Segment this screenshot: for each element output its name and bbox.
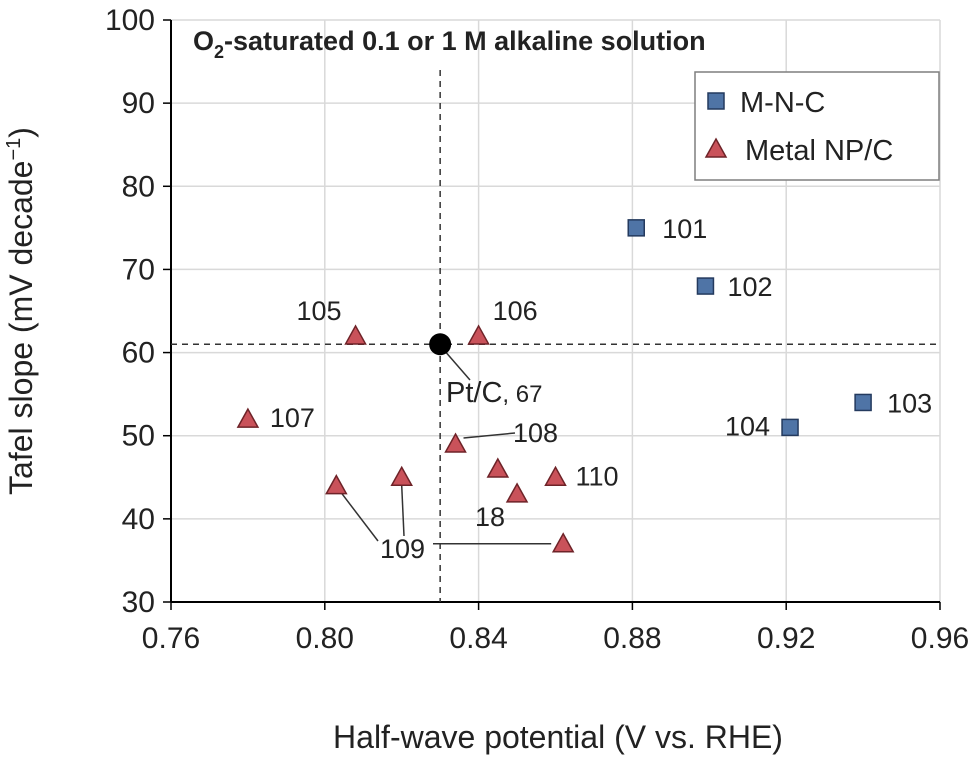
y-axis-title-main: Tafel slope (mV decade bbox=[3, 161, 39, 495]
point-label: 104 bbox=[725, 411, 770, 441]
y-axis-title-superscript: −1 bbox=[3, 138, 25, 161]
x-tick-label: 0.92 bbox=[757, 622, 815, 655]
y-tick-label: 90 bbox=[122, 87, 155, 120]
y-tick-label: 30 bbox=[122, 586, 155, 619]
point-labels: 101 102 103 104 105 106 107 108 18 110 109 Pt/C, 67 bbox=[270, 214, 932, 564]
metal-np-triangle-marker bbox=[390, 465, 413, 487]
y-axis-title: Tafel slope (mV decade−1) bbox=[3, 127, 39, 495]
ptc-label-name: Pt/C bbox=[446, 377, 502, 409]
label-108-leader-line bbox=[463, 432, 516, 439]
metal-np-triangle-marker bbox=[551, 532, 575, 553]
ptc-label: Pt/C, 67 bbox=[446, 377, 542, 409]
axes: 0.76 0.80 0.84 0.88 0.92 0.96 30 40 50 60 70 80 90 10… bbox=[105, 4, 969, 655]
metal-np-triangle-marker bbox=[544, 465, 567, 487]
ptc-label-ref: , 67 bbox=[502, 381, 542, 408]
metal-np-triangle-marker bbox=[467, 324, 490, 345]
y-tick-label: 80 bbox=[122, 170, 155, 203]
metal-np-triangle-marker bbox=[236, 407, 260, 428]
legend-label-metal-np: Metal NP/C bbox=[745, 135, 893, 167]
point-label: 105 bbox=[296, 296, 341, 326]
y-tick-label: 40 bbox=[122, 503, 155, 536]
data-marks bbox=[236, 219, 872, 553]
x-tick-label: 0.88 bbox=[603, 622, 661, 655]
legend-box bbox=[694, 71, 940, 181]
point-label: 102 bbox=[727, 272, 772, 302]
legend-triangle-icon bbox=[704, 137, 728, 158]
point-label: 107 bbox=[270, 403, 315, 433]
point-label: 18 bbox=[475, 502, 505, 532]
metal-np-triangle-marker bbox=[486, 457, 510, 478]
mnc-square-marker bbox=[696, 277, 715, 295]
y-tick-label: 70 bbox=[122, 253, 155, 286]
ptc-reference-marker bbox=[429, 333, 452, 356]
legend-label-mnc-text: M-N-C bbox=[740, 87, 825, 119]
x-tick-label: 0.96 bbox=[911, 622, 969, 655]
legend: M-N-C Metal NP/C bbox=[694, 71, 940, 181]
legend-square-icon bbox=[707, 92, 725, 110]
x-axis-title-text: Half-wave potential (V vs. RHE) bbox=[333, 719, 783, 755]
chart-title-rest: -saturated 0.1 or 1 M alkaline solution bbox=[224, 26, 706, 56]
point-label: 110 bbox=[576, 461, 619, 491]
chart-title-main: O bbox=[193, 26, 214, 56]
shared-point-label: 109 bbox=[380, 534, 425, 564]
y-tick-label: 100 bbox=[105, 4, 155, 37]
point-label: 103 bbox=[887, 388, 932, 418]
x-tick-label: 0.80 bbox=[296, 622, 354, 655]
mnc-square-marker bbox=[781, 418, 799, 437]
mnc-square-marker bbox=[854, 393, 872, 412]
point-label: 101 bbox=[662, 214, 707, 244]
leader-lines bbox=[339, 349, 552, 545]
legend-label-metal-np-text: Metal NP/C bbox=[745, 135, 893, 167]
point-label: 108 bbox=[513, 418, 558, 448]
gridlines bbox=[171, 19, 941, 602]
y-tick-label: 50 bbox=[122, 420, 155, 453]
y-axis-title-close: ) bbox=[3, 127, 39, 138]
metal-np-triangle-marker bbox=[344, 324, 367, 345]
y-tick-label: 60 bbox=[122, 337, 155, 370]
x-tick-label: 0.76 bbox=[142, 622, 200, 655]
metal-np-triangle-marker bbox=[325, 474, 348, 495]
label-109-leader-line bbox=[400, 485, 405, 537]
legend-label-mnc: M-N-C bbox=[740, 87, 825, 119]
chart-title-subscript: 2 bbox=[214, 42, 224, 62]
metal-np-triangle-marker bbox=[444, 432, 467, 453]
chart-title: O2-saturated 0.1 or 1 M alkaline solutio… bbox=[193, 26, 706, 62]
label-109-leader-line bbox=[339, 491, 379, 542]
metal-np-triangle-marker bbox=[505, 482, 529, 503]
mnc-square-marker bbox=[627, 219, 645, 237]
ptc-leader-line bbox=[443, 349, 471, 381]
x-axis-title: Half-wave potential (V vs. RHE) bbox=[333, 719, 783, 755]
x-tick-label: 0.84 bbox=[449, 622, 507, 655]
point-label: 106 bbox=[493, 296, 538, 326]
